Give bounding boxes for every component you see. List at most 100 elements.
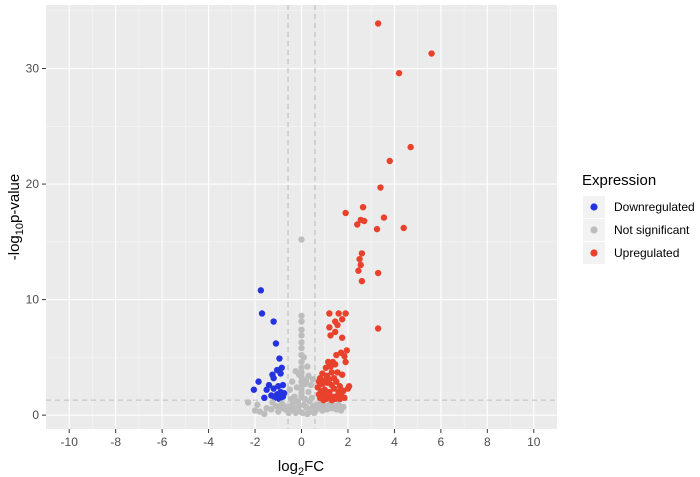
data-point: [331, 361, 339, 368]
data-point: [244, 399, 252, 406]
data-point: [374, 20, 382, 27]
data-point: [322, 364, 330, 371]
data-point: [301, 380, 309, 388]
legend-label: Upregulated: [614, 246, 679, 260]
data-point: [342, 209, 349, 217]
data-point: [298, 312, 305, 319]
data-point: [305, 388, 312, 396]
data-point: [341, 394, 348, 402]
data-point: [304, 363, 311, 370]
legend-key-swatch: [590, 203, 598, 211]
data-point: [326, 324, 333, 331]
data-point: [298, 326, 305, 333]
data-point: [250, 386, 258, 393]
data-point: [279, 381, 287, 389]
data-point: [386, 157, 393, 165]
data-point: [276, 355, 283, 362]
data-point: [305, 372, 312, 380]
data-point: [333, 351, 340, 359]
data-point: [338, 316, 346, 323]
data-point: [358, 277, 366, 285]
y-axis-title: -log10p-value: [6, 174, 26, 260]
data-point: [298, 236, 305, 243]
data-point: [343, 347, 350, 354]
data-point: [255, 378, 262, 385]
data-point: [340, 403, 347, 411]
data-point: [290, 399, 297, 406]
data-point: [286, 386, 294, 393]
y-tick-label: 10: [26, 293, 40, 307]
data-point: [270, 374, 277, 382]
data-point: [354, 221, 361, 228]
data-point: [374, 325, 382, 332]
data-point: [257, 287, 265, 294]
data-point: [269, 399, 276, 406]
data-point: [400, 224, 407, 232]
x-tick-label: -2: [250, 435, 261, 449]
x-tick-label: 2: [345, 435, 352, 449]
legend-items: Downregulated Not significant Upregulated: [583, 196, 695, 264]
data-point: [407, 143, 414, 151]
data-point: [356, 255, 363, 263]
data-point: [272, 340, 280, 347]
data-point: [357, 261, 364, 269]
x-tick-label: 0: [298, 435, 305, 449]
y-tick-label: 30: [26, 62, 40, 76]
legend-title: Expression: [582, 172, 656, 189]
x-tick-label: 10: [527, 435, 541, 449]
data-point: [292, 409, 299, 417]
data-point: [358, 250, 366, 257]
data-point: [309, 376, 317, 383]
data-point: [330, 374, 338, 382]
x-tick-label: 6: [438, 435, 445, 449]
data-point: [293, 384, 301, 391]
x-axis-ticks: -10 -8 -6 -4 -2 0 2 4 6 8 10: [61, 429, 541, 449]
data-point: [338, 371, 346, 378]
data-point: [251, 407, 259, 414]
data-point: [342, 358, 349, 366]
data-point: [270, 318, 277, 325]
data-point: [395, 69, 403, 77]
data-point: [304, 410, 311, 418]
data-point: [306, 398, 313, 405]
legend-label: Not significant: [614, 223, 690, 237]
data-point: [258, 310, 266, 317]
y-tick-label: 0: [32, 408, 39, 422]
data-point: [328, 369, 335, 376]
data-point: [270, 385, 277, 392]
data-point: [377, 184, 384, 191]
data-point: [298, 344, 305, 352]
data-point: [298, 339, 305, 346]
data-point: [289, 378, 296, 385]
data-point: [334, 321, 341, 329]
data-point: [275, 408, 282, 415]
x-tick-label: 8: [484, 435, 491, 449]
x-tick-label: -8: [110, 435, 121, 449]
legend-label: Downregulated: [614, 200, 695, 214]
series-downregulated: [250, 287, 288, 403]
data-point: [361, 217, 368, 225]
series-upregulated: [314, 20, 435, 404]
data-point: [327, 332, 334, 339]
data-point: [428, 50, 435, 57]
x-tick-label: 4: [391, 435, 398, 449]
data-point: [298, 332, 305, 339]
legend-key-swatch: [590, 249, 598, 257]
data-point: [335, 310, 342, 317]
data-point: [374, 269, 382, 277]
data-point: [336, 383, 344, 390]
data-point: [328, 396, 335, 404]
data-point: [263, 405, 270, 412]
data-point: [380, 214, 388, 221]
data-point: [277, 370, 284, 377]
y-tick-label: 20: [26, 177, 40, 191]
legend-key-swatch: [590, 226, 598, 234]
data-point: [292, 368, 299, 375]
data-point: [285, 409, 292, 417]
data-points: [244, 20, 435, 418]
data-point: [298, 318, 305, 325]
data-point: [355, 267, 362, 274]
data-point: [278, 400, 285, 407]
data-point: [300, 354, 308, 361]
data-point: [254, 401, 261, 408]
